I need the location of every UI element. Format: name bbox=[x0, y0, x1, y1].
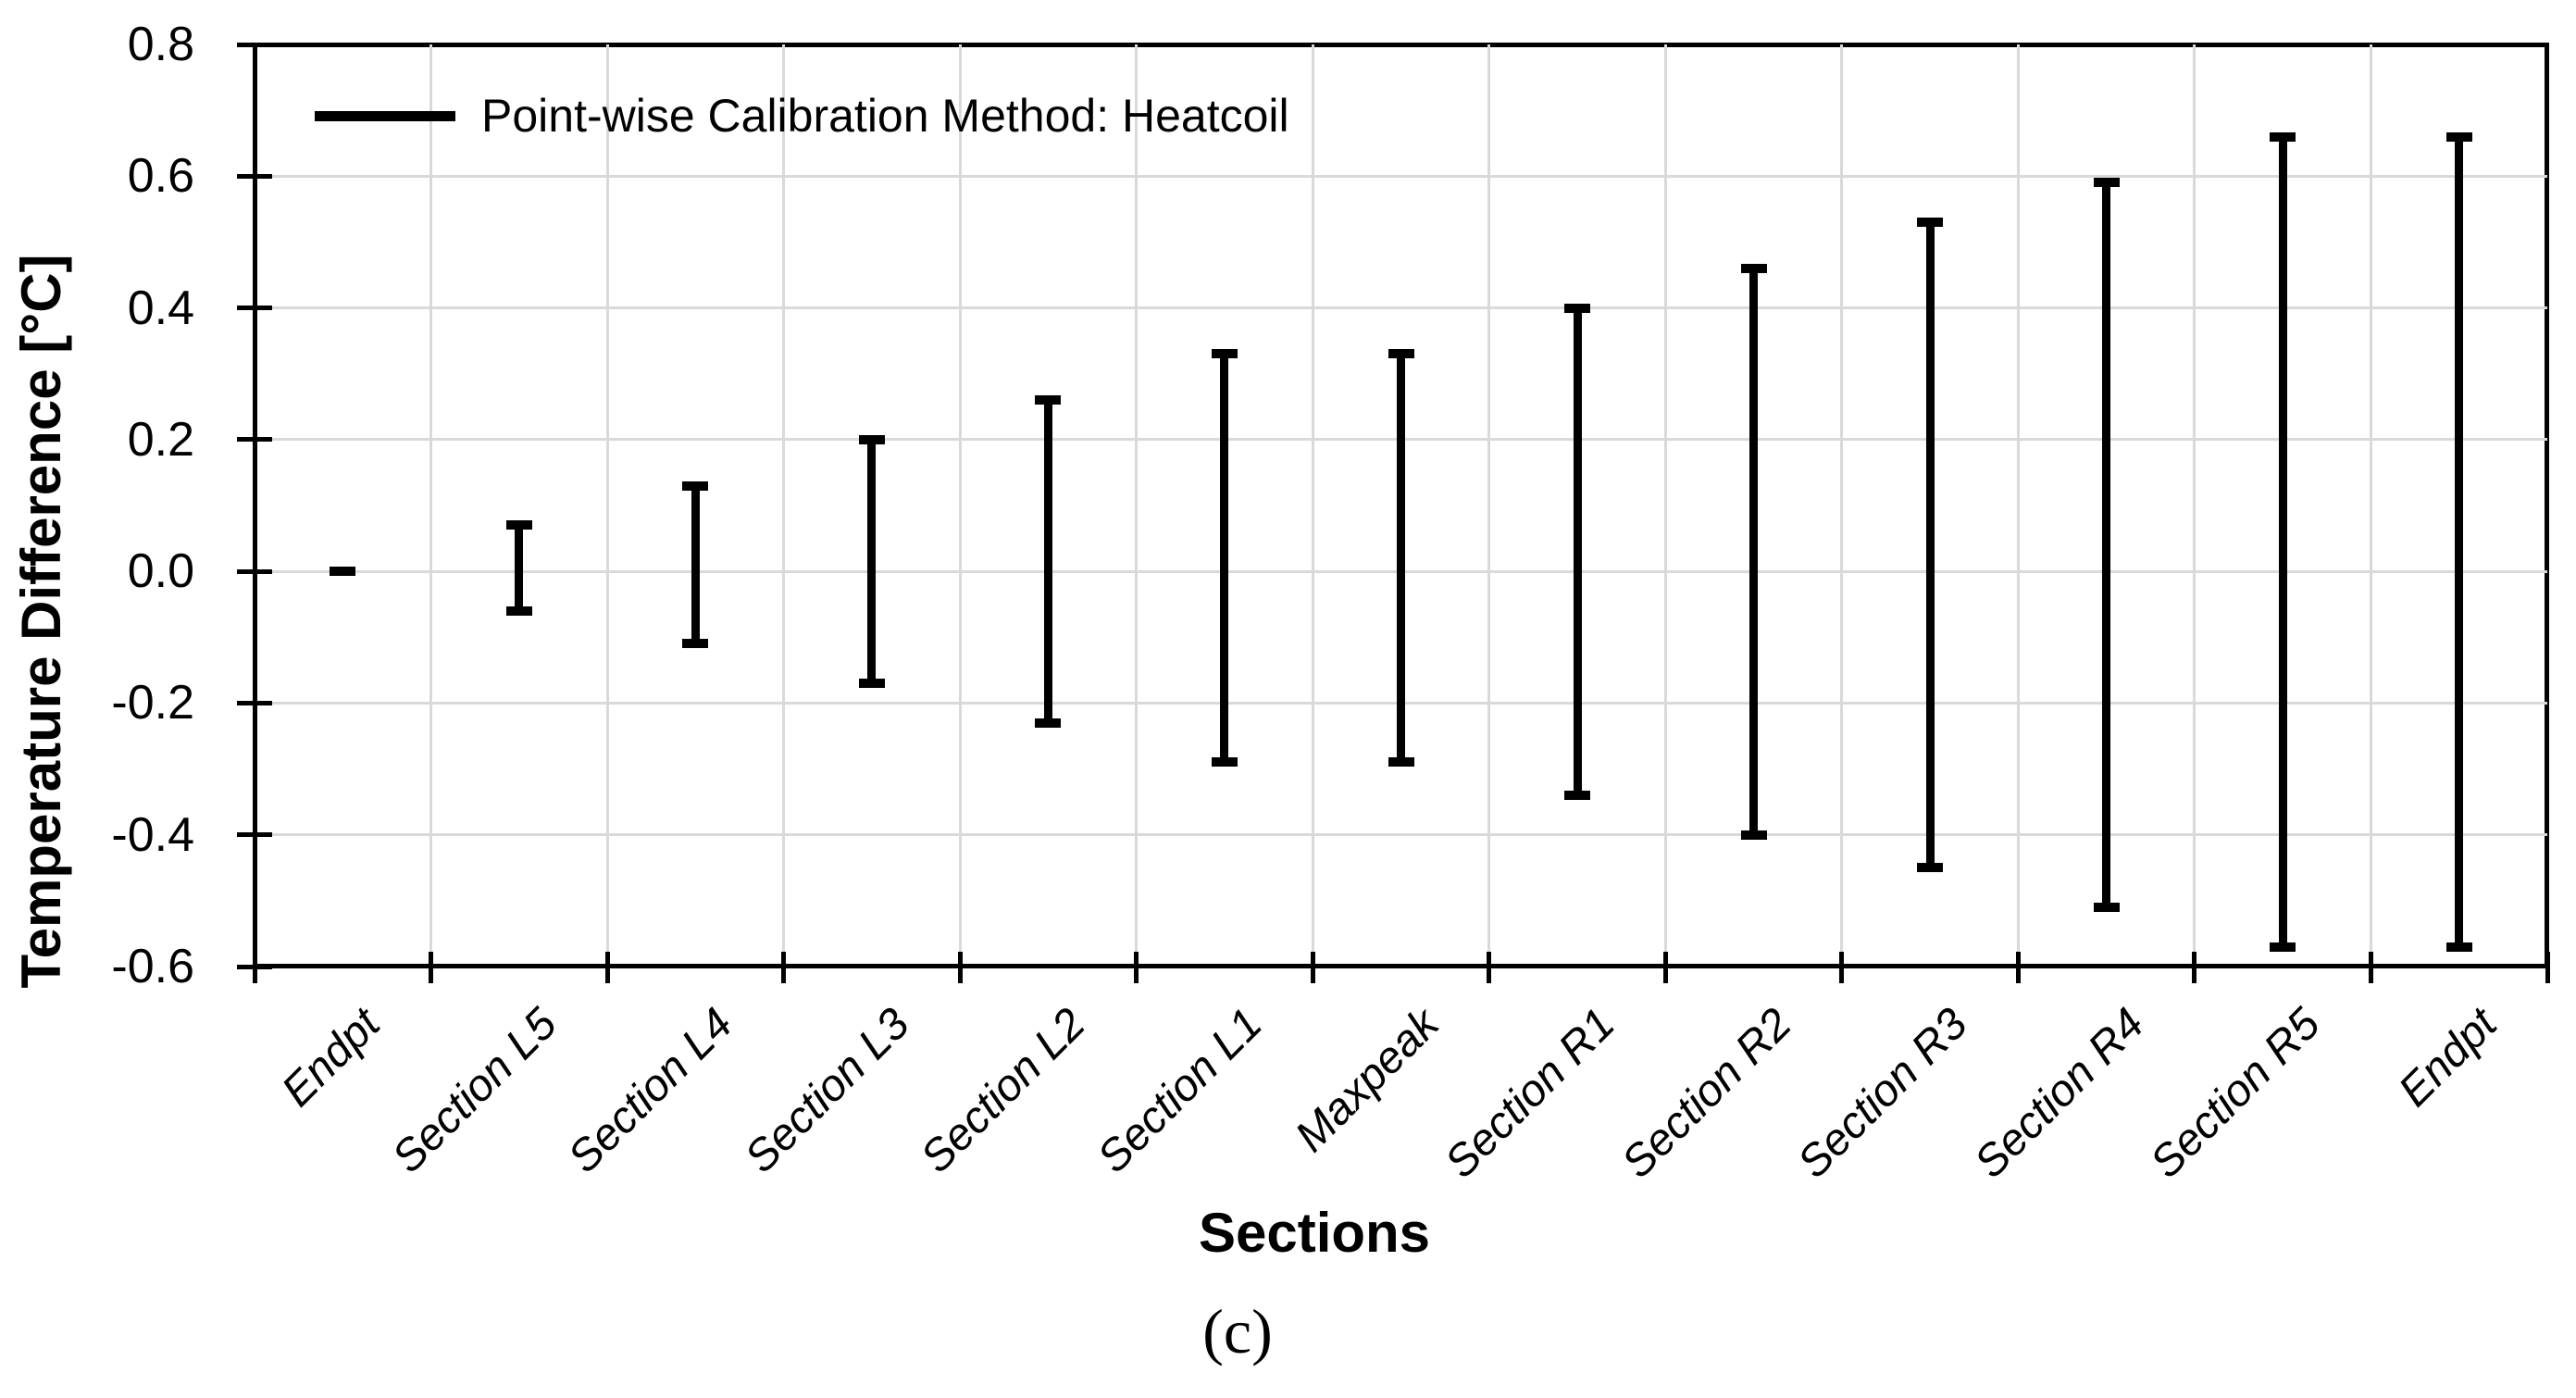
error-bar-cap-top bbox=[2093, 178, 2120, 188]
x-tick bbox=[781, 952, 787, 983]
error-bar bbox=[1573, 307, 1582, 796]
error-bar-cap-bottom bbox=[858, 679, 885, 689]
y-gridline bbox=[255, 833, 2547, 837]
error-bar-cap-top bbox=[1740, 263, 1767, 273]
error-bar bbox=[1043, 400, 1052, 723]
error-bar-cap-bottom bbox=[2270, 942, 2296, 952]
x-category-label: Section L4 bbox=[559, 999, 743, 1183]
error-bar bbox=[2102, 182, 2111, 907]
error-bar bbox=[1220, 354, 1229, 763]
x-gridline bbox=[605, 44, 609, 967]
x-tick bbox=[2368, 952, 2373, 983]
x-tick bbox=[2015, 952, 2021, 983]
error-bar-cap-bottom bbox=[1564, 791, 1591, 801]
x-gridline bbox=[1663, 44, 1667, 967]
y-tick bbox=[237, 568, 272, 574]
error-bar-cap-bottom bbox=[1211, 757, 1238, 768]
x-category-label: Section R5 bbox=[2141, 999, 2330, 1188]
error-bar-cap-bottom bbox=[1740, 830, 1767, 840]
x-category-label: Section R4 bbox=[1964, 999, 2154, 1188]
x-tick bbox=[429, 952, 434, 983]
legend-line-marker-icon bbox=[315, 110, 455, 121]
error-bar-cap-top bbox=[1211, 349, 1238, 359]
x-tick bbox=[1134, 952, 1139, 983]
x-tick bbox=[1839, 952, 1845, 983]
x-gridline bbox=[782, 44, 786, 967]
y-tick-label: 0.6 bbox=[127, 149, 194, 204]
y-tick-label: -0.2 bbox=[111, 676, 194, 730]
x-gridline bbox=[429, 44, 433, 967]
x-category-label: Section L5 bbox=[382, 999, 566, 1183]
x-gridline bbox=[958, 44, 962, 967]
legend: Point-wise Calibration Method: Heatcoil bbox=[315, 83, 1289, 148]
error-bar-cap-top bbox=[682, 481, 709, 491]
y-gridline bbox=[255, 174, 2547, 178]
x-category-label: Section R3 bbox=[1788, 999, 1977, 1188]
y-tick-label: 0.8 bbox=[127, 18, 194, 71]
error-bar bbox=[515, 525, 524, 611]
x-gridline bbox=[1487, 44, 1491, 967]
x-gridline bbox=[1135, 44, 1139, 967]
y-tick bbox=[237, 173, 272, 179]
x-tick bbox=[1487, 952, 1492, 983]
error-bar-cap-bottom bbox=[505, 605, 532, 616]
x-tick bbox=[957, 952, 963, 983]
error-bar-cap-top bbox=[858, 434, 885, 444]
error-bar bbox=[867, 439, 877, 684]
y-tick bbox=[237, 306, 272, 311]
x-tick bbox=[2545, 952, 2550, 983]
x-tick bbox=[1310, 952, 1315, 983]
error-bar-cap-bottom bbox=[1388, 757, 1414, 768]
x-tick bbox=[2192, 952, 2197, 983]
error-bar-cap-top bbox=[2445, 131, 2472, 142]
legend-label: Point-wise Calibration Method: Heatcoil bbox=[481, 90, 1289, 142]
x-tick bbox=[252, 952, 257, 983]
error-bar-cap-bottom bbox=[2093, 902, 2120, 912]
error-bar-cap-top bbox=[1564, 303, 1591, 313]
x-gridline bbox=[2193, 44, 2196, 967]
y-tick-label: 0.0 bbox=[127, 544, 194, 599]
error-bar bbox=[1397, 354, 1405, 763]
x-category-label: Section R2 bbox=[1612, 999, 1801, 1188]
y-tick bbox=[237, 42, 272, 47]
x-tick bbox=[1662, 952, 1668, 983]
x-gridline bbox=[1311, 44, 1314, 967]
y-tick bbox=[237, 832, 272, 838]
error-bar bbox=[691, 485, 700, 644]
error-bar-cap-top bbox=[2270, 131, 2296, 142]
x-category-label: Section L2 bbox=[912, 999, 1096, 1183]
x-gridline bbox=[2016, 44, 2020, 967]
plot-area bbox=[253, 43, 2549, 968]
y-tick-label: -0.4 bbox=[111, 807, 194, 862]
error-bar-zero-dash bbox=[330, 567, 356, 577]
y-tick-label: 0.4 bbox=[127, 281, 194, 335]
x-tick bbox=[604, 952, 610, 983]
error-bar-cap-bottom bbox=[682, 639, 709, 649]
x-gridline bbox=[1840, 44, 1844, 967]
y-tick bbox=[237, 437, 272, 443]
error-bar bbox=[2455, 136, 2464, 947]
error-bar-cap-bottom bbox=[1035, 718, 1062, 728]
error-bar-cap-top bbox=[505, 520, 532, 530]
figure-caption: (c) bbox=[1202, 1296, 1273, 1367]
x-axis-title: Sections bbox=[1198, 1202, 1431, 1264]
y-tick-label: 0.2 bbox=[127, 412, 194, 467]
error-bar-cap-top bbox=[1035, 395, 1062, 406]
error-bar-cap-bottom bbox=[2445, 942, 2472, 952]
y-tick-label: -0.6 bbox=[111, 940, 194, 993]
error-bar-cap-top bbox=[1917, 218, 1944, 228]
x-category-label: Endpt bbox=[2389, 999, 2507, 1117]
error-bar-cap-bottom bbox=[1917, 863, 1944, 873]
x-gridline bbox=[2369, 44, 2372, 967]
y-axis-title: Temperature Difference [°C] bbox=[10, 254, 72, 989]
error-bar bbox=[1925, 222, 1935, 868]
y-tick bbox=[237, 700, 272, 705]
x-category-label: Section L3 bbox=[735, 999, 919, 1183]
error-bar-cap-top bbox=[1388, 349, 1414, 359]
error-bar bbox=[2278, 136, 2287, 947]
error-bar bbox=[1749, 268, 1759, 835]
y-gridline bbox=[255, 306, 2547, 310]
